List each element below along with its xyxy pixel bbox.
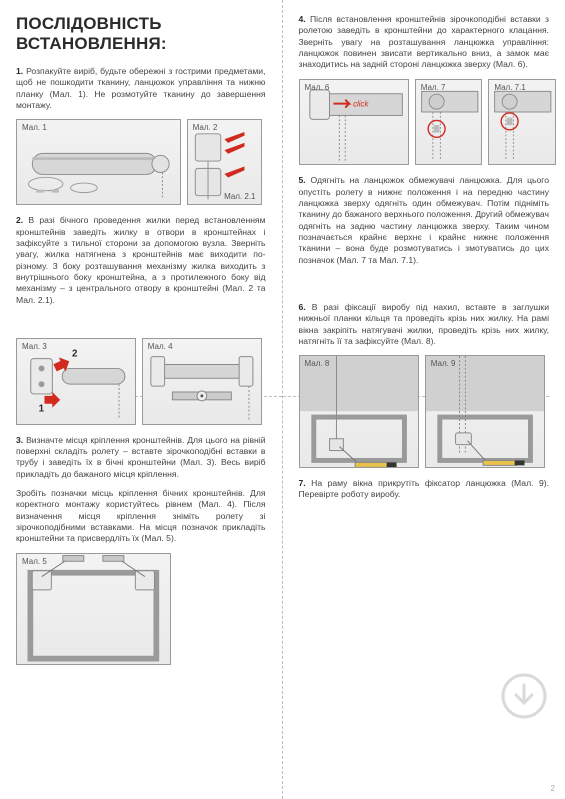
svg-text:click: click — [353, 99, 369, 108]
caption-m1: Мал. 1 — [22, 123, 47, 132]
caption-m3: Мал. 3 — [22, 342, 47, 351]
step-6: 6. В разі фіксації виробу під нахил, вст… — [299, 302, 550, 347]
figure-1: Мал. 1 — [16, 119, 181, 205]
figure-7: Мал. 7 — [415, 79, 483, 166]
figure-4: Мал. 4 — [142, 338, 262, 424]
right-column: 4. Після встановлення кронштейнів зірочк… — [283, 0, 565, 799]
caption-m5: Мал. 5 — [22, 557, 47, 566]
step-5: 5. Одягніть на ланцюжок обмежувачі ланцю… — [299, 175, 550, 266]
fig-row-5: Мал. 8 Мал. 9 — [299, 355, 550, 467]
step-3b: Зробіть позначки місць кріплення бічних … — [16, 488, 266, 545]
figure-3: Мал. 3 1 2 — [16, 338, 136, 424]
step-1: 1. Розпакуйте виріб, будьте обережні з г… — [16, 66, 266, 111]
fig-row-3: Мал. 5 — [16, 553, 266, 665]
step-7: 7. На раму вікна прикрутіть фіксатор лан… — [299, 478, 550, 501]
svg-text:1: 1 — [39, 404, 45, 415]
caption-m21: Мал. 2.1 — [224, 192, 255, 201]
caption-m4: Мал. 4 — [148, 342, 173, 351]
fig-row-4: Мал. 6 click Мал. 7 — [299, 79, 550, 166]
watermark-icon — [501, 673, 547, 719]
caption-m71: Мал. 7.1 — [494, 83, 525, 92]
caption-m9: Мал. 9 — [431, 359, 456, 368]
left-column: ПОСЛІДОВНІСТЬ ВСТАНОВЛЕННЯ: 1. Розпакуйт… — [0, 0, 283, 799]
step-3: 3. Визначте місця кріплення кронштейнів.… — [16, 435, 266, 480]
page-number: 2 — [551, 784, 555, 793]
figure-8: Мал. 8 — [299, 355, 419, 467]
caption-m6: Мал. 6 — [305, 83, 330, 92]
caption-m2: Мал. 2 — [193, 123, 218, 132]
step-2: 2. В разі бічного проведення жилки перед… — [16, 215, 266, 306]
caption-m8: Мал. 8 — [305, 359, 330, 368]
step-4: 4. Після встановлення кронштейнів зірочк… — [299, 14, 550, 71]
figure-9: Мал. 9 — [425, 355, 545, 467]
figure-6: Мал. 6 click — [299, 79, 409, 166]
figure-2: Мал. 2 Мал. 2.1 — [187, 119, 262, 205]
fig-row-1: Мал. 1 Мал. 2 Мал. 2.1 — [16, 119, 266, 205]
figure-7-1: Мал. 7.1 — [488, 79, 556, 166]
caption-m7: Мал. 7 — [421, 83, 446, 92]
figure-5: Мал. 5 — [16, 553, 171, 665]
svg-text:2: 2 — [72, 349, 78, 360]
fig-row-2: Мал. 3 1 2 Мал. 4 — [16, 338, 266, 424]
page-title: ПОСЛІДОВНІСТЬ ВСТАНОВЛЕННЯ: — [16, 14, 266, 54]
